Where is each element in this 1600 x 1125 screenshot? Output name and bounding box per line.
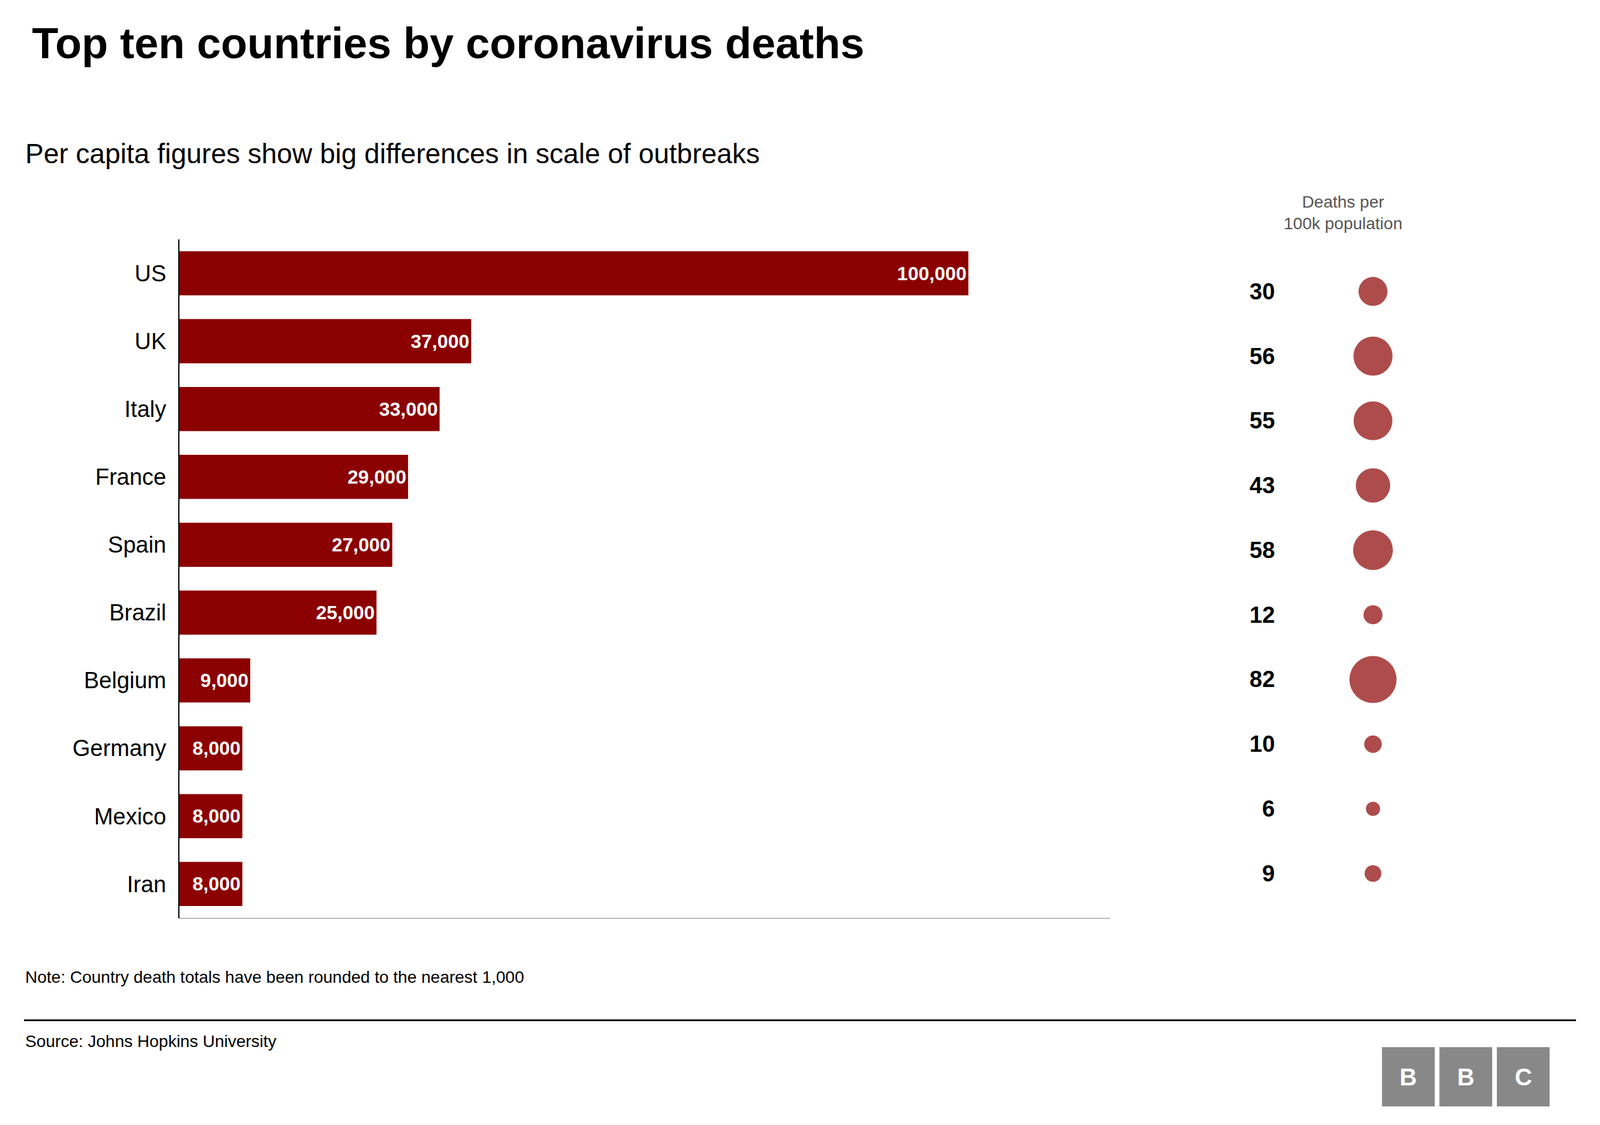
- svg-text:Note: Country death totals hav: Note: Country death totals have been rou…: [25, 968, 524, 987]
- svg-text:55: 55: [1249, 408, 1275, 434]
- svg-text:8,000: 8,000: [192, 737, 241, 760]
- svg-text:9: 9: [1262, 861, 1275, 887]
- svg-text:8,000: 8,000: [192, 873, 241, 895]
- svg-text:33,000: 33,000: [379, 398, 439, 421]
- svg-text:43: 43: [1249, 472, 1275, 499]
- svg-text:US: US: [134, 261, 167, 287]
- svg-text:Italy: Italy: [124, 396, 167, 422]
- svg-text:10: 10: [1249, 731, 1275, 757]
- svg-text:France: France: [95, 464, 167, 490]
- svg-text:56: 56: [1249, 343, 1275, 370]
- svg-text:Germany: Germany: [72, 735, 167, 761]
- svg-text:Top ten countries by coronavir: Top ten countries by coronavirus deaths: [31, 19, 865, 68]
- svg-text:Source: Johns Hopkins Universi: Source: Johns Hopkins University: [25, 1032, 277, 1051]
- svg-text:Per capita figures show big di: Per capita figures show big differences …: [25, 138, 760, 170]
- svg-text:Mexico: Mexico: [94, 804, 167, 830]
- svg-text:37,000: 37,000: [410, 330, 470, 353]
- svg-text:Spain: Spain: [108, 532, 167, 558]
- svg-text:C: C: [1514, 1064, 1533, 1091]
- svg-text:9,000: 9,000: [200, 669, 249, 692]
- svg-text:25,000: 25,000: [315, 601, 375, 624]
- svg-text:30: 30: [1249, 279, 1275, 305]
- svg-text:27,000: 27,000: [331, 534, 391, 556]
- svg-text:12: 12: [1249, 602, 1275, 628]
- svg-text:82: 82: [1249, 666, 1275, 692]
- svg-text:Deaths per100k population: Deaths per100k population: [1283, 192, 1403, 233]
- svg-text:29,000: 29,000: [347, 466, 407, 488]
- svg-text:Belgium: Belgium: [84, 667, 167, 694]
- svg-text:B: B: [1399, 1064, 1417, 1091]
- svg-text:UK: UK: [134, 328, 167, 355]
- svg-text:B: B: [1457, 1064, 1475, 1091]
- svg-text:8,000: 8,000: [192, 805, 241, 828]
- svg-text:Brazil: Brazil: [109, 600, 167, 626]
- svg-text:Iran: Iran: [127, 872, 167, 898]
- svg-text:6: 6: [1262, 796, 1275, 822]
- svg-text:58: 58: [1249, 537, 1275, 563]
- svg-text:100,000: 100,000: [897, 262, 967, 285]
